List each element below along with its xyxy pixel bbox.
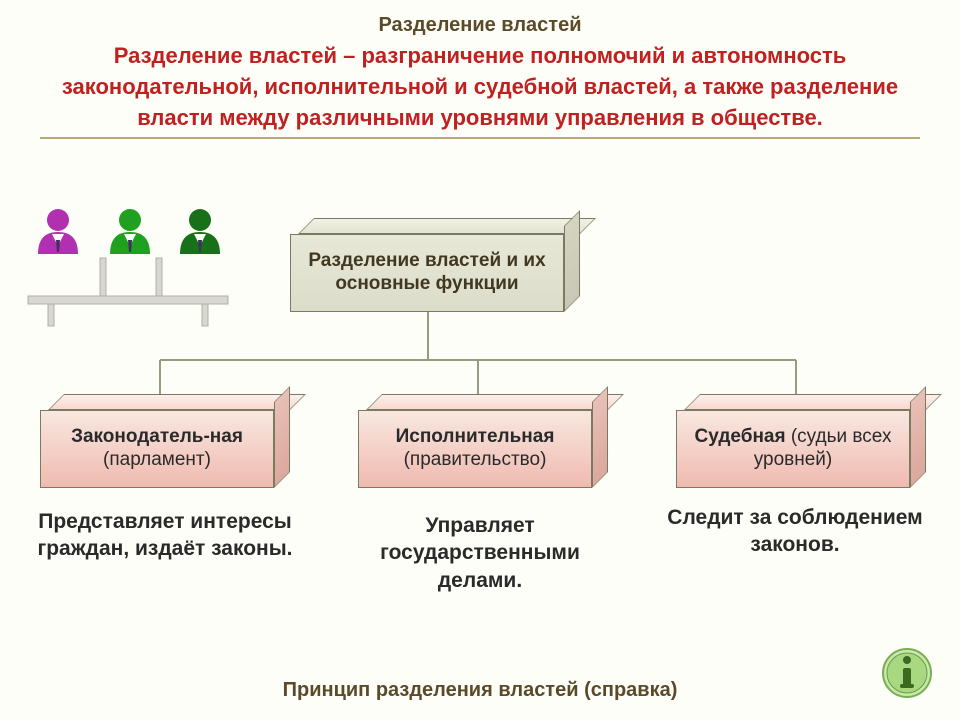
branch2-description: Управляет государственными делами. [345, 512, 615, 594]
branch1-title: Законодатель-ная [71, 426, 243, 447]
divider-line [40, 137, 920, 139]
branch3-description: Следит за соблюдением законов. [660, 504, 930, 559]
branch2-title: Исполнительная [396, 426, 555, 447]
branch-box-legislative: Законодатель-ная (парламент) [40, 394, 290, 488]
branch-box-executive: Исполнительная (правительство) [358, 394, 608, 488]
people-illustration [18, 200, 238, 330]
branch3-title: Судебная [695, 426, 786, 447]
definition-text: Разделение властей – разграничение полно… [0, 37, 960, 133]
branch2-sub: (правительство) [404, 449, 547, 470]
branch-box-judicial: Судебная (судьи всех уровней) [676, 394, 926, 488]
footer-caption: Принцип разделения властей (справка) [0, 679, 960, 702]
main-box-label: Разделение властей и их основные функции [290, 234, 564, 312]
slide-title-small: Разделение властей [0, 0, 960, 37]
branch1-description: Представляет интересы граждан, издаёт за… [30, 508, 300, 563]
branch1-sub: (парламент) [103, 449, 211, 470]
main-box: Разделение властей и их основные функции [290, 218, 580, 312]
info-icon[interactable] [880, 646, 934, 700]
